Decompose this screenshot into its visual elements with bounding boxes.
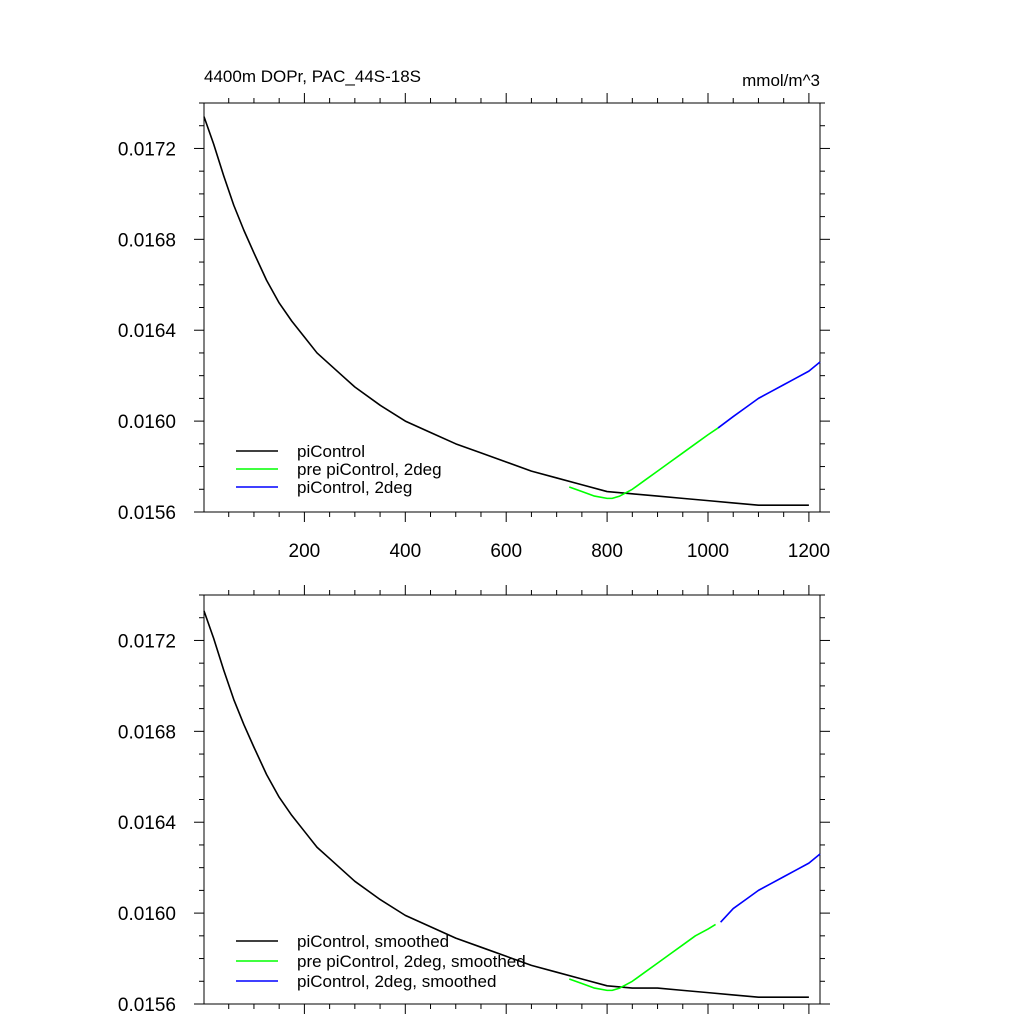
legend-label: piControl, smoothed [297, 932, 449, 951]
plot-title-left: 4400m DOPr, PAC_44S-18S [204, 67, 421, 86]
legend-label: piControl, 2deg, smoothed [297, 972, 496, 991]
series-line [720, 853, 821, 923]
series-line [568, 427, 719, 500]
series-line [717, 361, 821, 429]
y-tick-label: 0.0164 [118, 813, 177, 834]
plot-title-right: mmol/m^3 [742, 71, 820, 90]
y-tick-label: 0.0172 [118, 139, 176, 160]
y-tick-label: 0.0168 [118, 230, 176, 251]
legend-label: pre piControl, 2deg, smoothed [297, 952, 526, 971]
legend-label: piControl, 2deg [297, 478, 412, 497]
series-line [203, 610, 809, 998]
series-line [203, 116, 809, 506]
y-tick-label: 0.0168 [118, 722, 176, 743]
x-tick-label: 800 [591, 541, 623, 562]
y-tick-label: 0.0156 [118, 503, 176, 524]
y-tick-label: 0.0156 [118, 995, 176, 1016]
x-tick-label: 200 [289, 541, 321, 562]
top-panel: 200 400 600 800 1000 1200 0.0156 0.0160 0.0164 0.… [118, 93, 830, 562]
bottom-panel: 0.0156 0.0160 0.0164 0.0168 0.0172 piControl,… [118, 585, 830, 1016]
legend-label: pre piControl, 2deg [297, 460, 442, 479]
x-tick-label: 1000 [687, 541, 729, 562]
y-tick-label: 0.0160 [118, 904, 176, 925]
x-tick-label: 600 [490, 541, 522, 562]
x-tick-label: 400 [389, 541, 421, 562]
y-tick-label: 0.0160 [118, 412, 176, 433]
x-tick-label: 1200 [788, 541, 830, 562]
legend-label: piControl [297, 442, 365, 461]
y-tick-label: 0.0164 [118, 321, 177, 342]
series-line [568, 923, 716, 992]
y-tick-label: 0.0172 [118, 631, 176, 652]
